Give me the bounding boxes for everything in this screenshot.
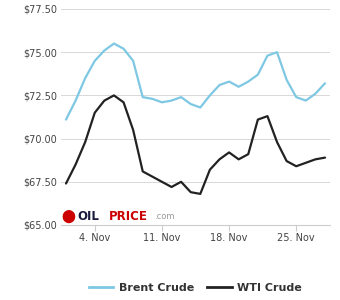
- Text: PRICE: PRICE: [109, 210, 148, 223]
- Text: OIL: OIL: [78, 210, 99, 223]
- Legend: Brent Crude, WTI Crude: Brent Crude, WTI Crude: [84, 278, 307, 297]
- Text: .com: .com: [154, 212, 175, 221]
- Text: ⬤: ⬤: [61, 210, 75, 223]
